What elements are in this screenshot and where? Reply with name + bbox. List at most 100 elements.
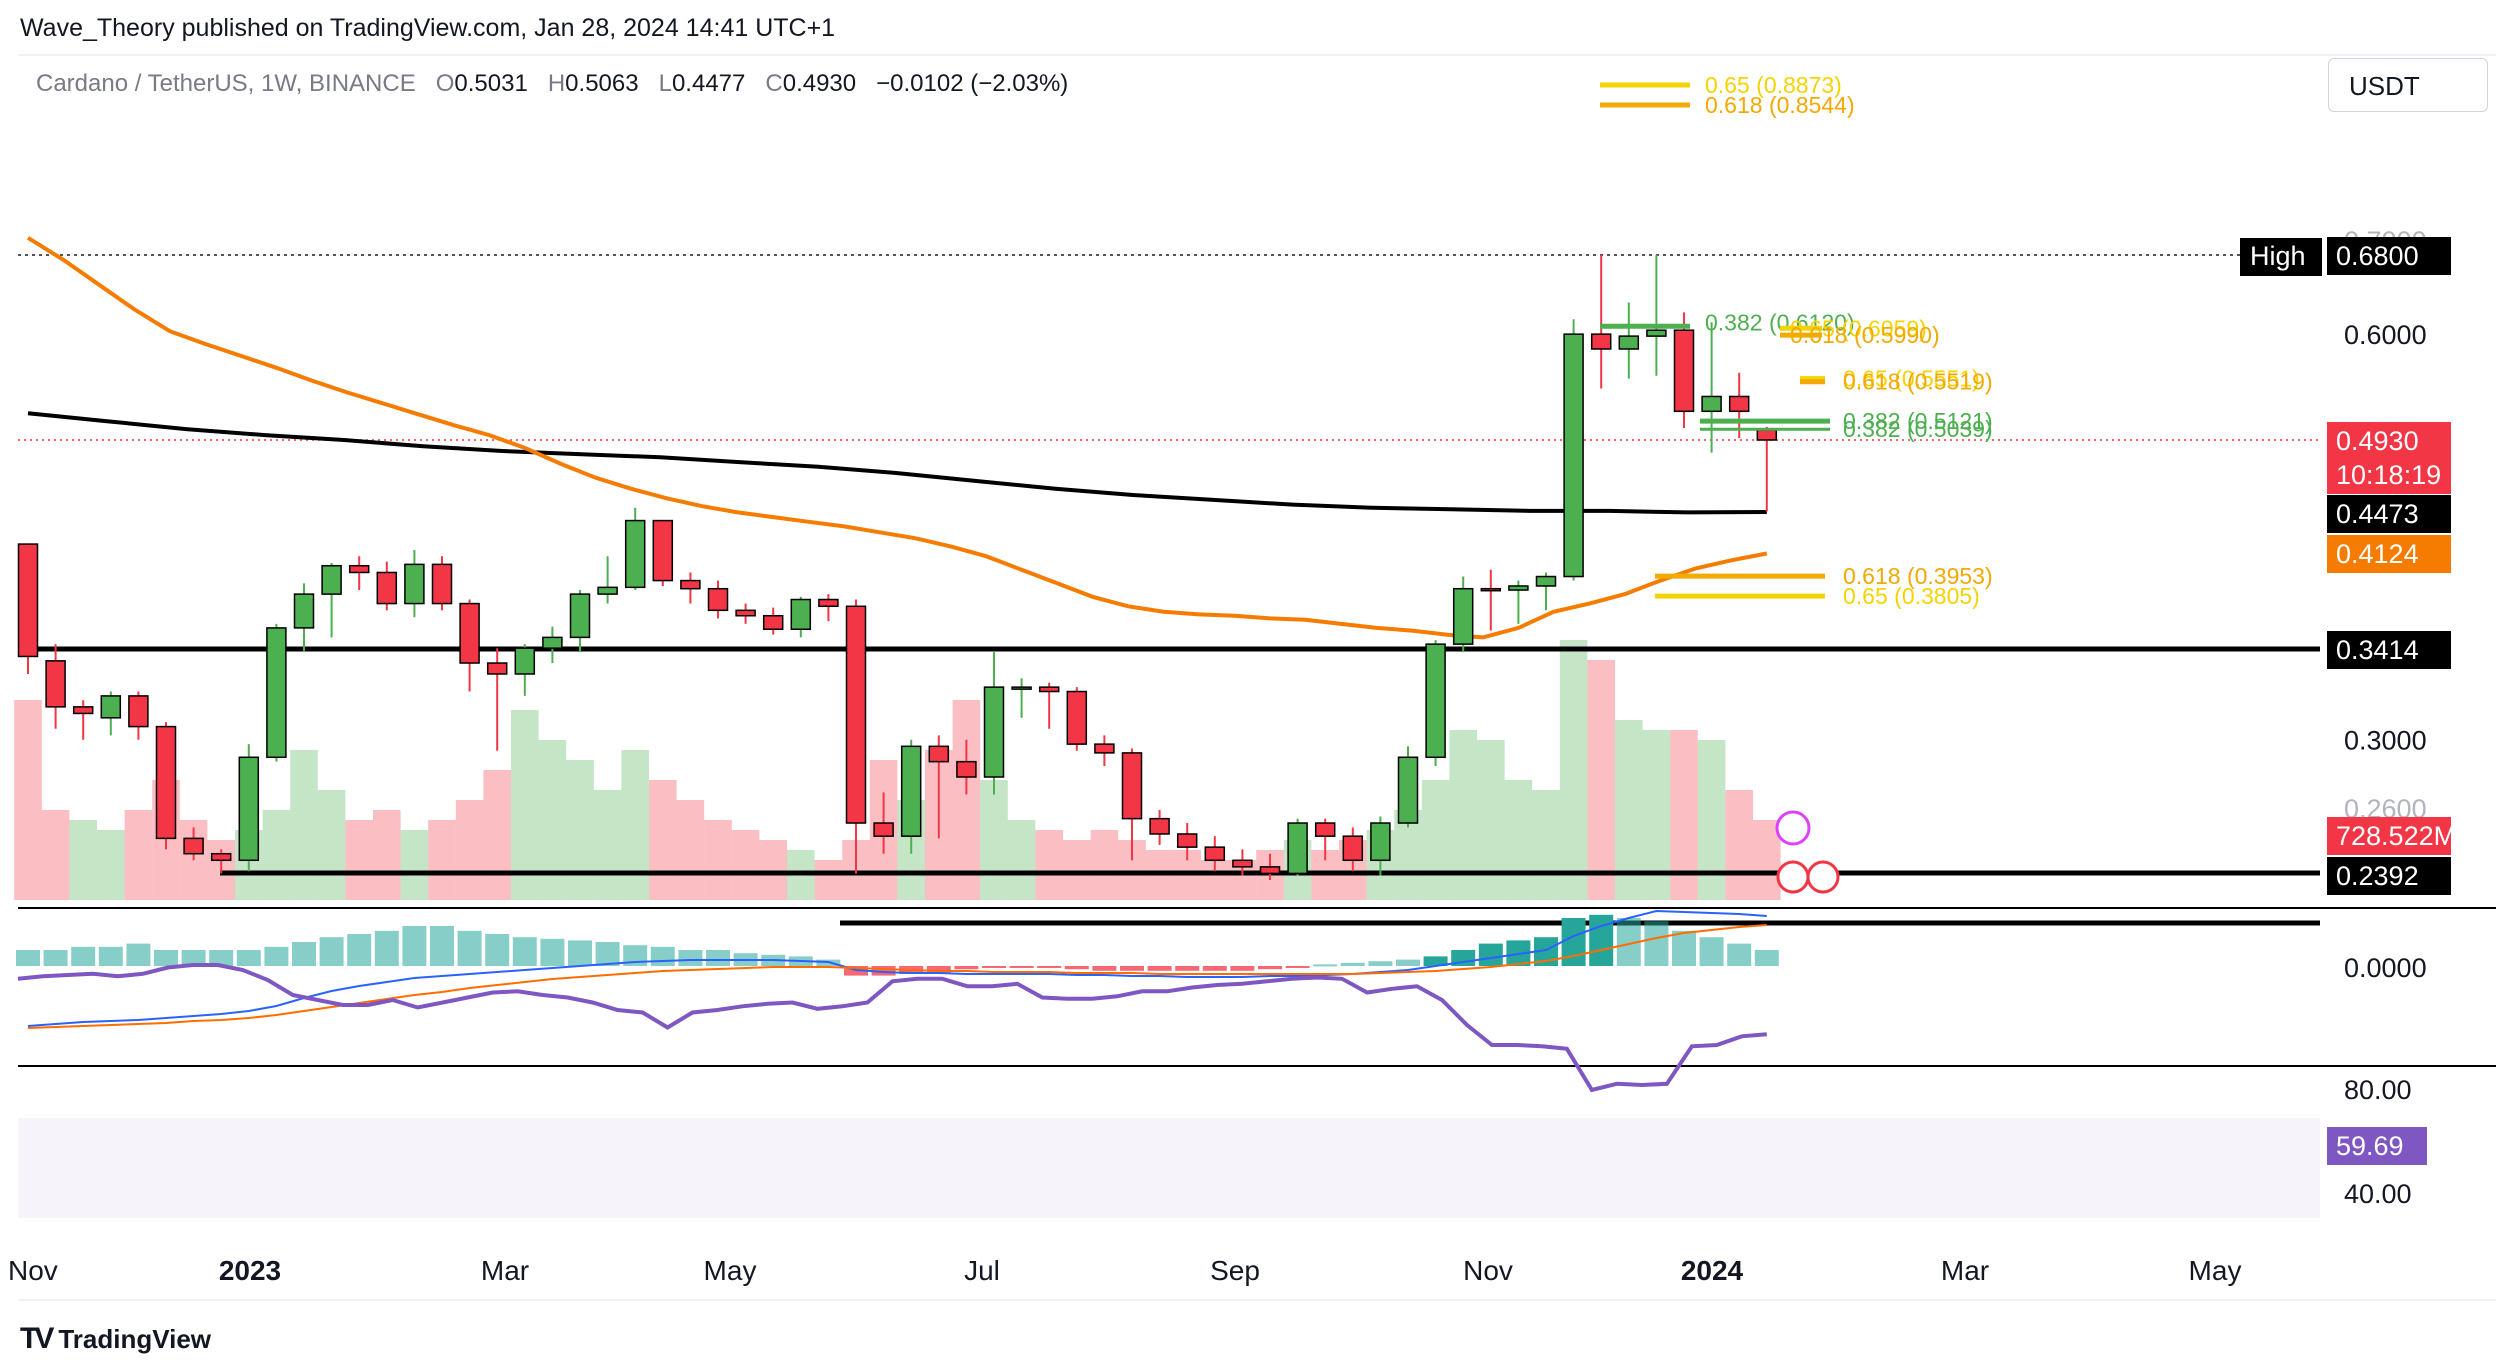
fib-level-label: 0.65 (0.5551) — [1843, 366, 1980, 392]
x-tick-label: Nov — [1463, 1255, 1513, 1286]
countdown-label: 10:18:19 — [2336, 460, 2441, 490]
x-tick-label: Mar — [481, 1255, 529, 1286]
macd-histogram-bar — [71, 946, 96, 966]
macd-histogram-bar — [1423, 956, 1448, 966]
rsi-band — [18, 1118, 2320, 1218]
macd-histogram-bar — [871, 966, 896, 976]
candle-body — [17, 543, 39, 658]
macd-histogram-bar — [1754, 950, 1779, 966]
last-price-label: 0.4930 — [2336, 426, 2419, 456]
candle-body — [1535, 575, 1557, 587]
macd-histogram-bar — [595, 942, 620, 966]
support-low-price-label-bg — [2327, 857, 2451, 895]
last-price-badge-bg — [2327, 422, 2451, 494]
lightning-event-icon — [1775, 810, 1811, 846]
volume-bar — [511, 710, 539, 900]
support-price-label: 0.3414 — [2336, 635, 2419, 665]
volume-bar — [593, 790, 622, 900]
candle-body — [1204, 846, 1226, 862]
high-price-label: 0.6800 — [2336, 241, 2419, 271]
x-tick-label: Sep — [1210, 1255, 1260, 1286]
macd-histogram-bar — [181, 950, 206, 966]
candle-body — [459, 602, 480, 664]
x-tick-label: 2023 — [219, 1255, 281, 1286]
volume-bar — [704, 820, 732, 900]
macd-histogram-bar — [16, 950, 40, 966]
volume-bar — [621, 750, 649, 900]
rsi-value-badge-bg — [2327, 1127, 2427, 1165]
high-value: 0.5063 — [565, 70, 639, 97]
macd-histogram-bar — [1092, 966, 1117, 971]
candle-body — [790, 598, 812, 631]
candle-body — [183, 837, 204, 855]
candle-body — [376, 571, 398, 605]
currency-selector[interactable]: USDT — [2328, 58, 2488, 112]
macd-histogram-bar — [678, 950, 703, 966]
candle-body — [1094, 743, 1115, 754]
macd-histogram-bar — [98, 946, 123, 966]
candle-body — [486, 662, 508, 675]
macd-histogram-bar — [512, 937, 537, 966]
volume-bar — [262, 810, 291, 900]
x-tick-label: 2024 — [1681, 1255, 1744, 1286]
candle-body — [1590, 333, 1612, 350]
volume-bar — [290, 750, 318, 900]
volume-bar — [566, 760, 594, 900]
macd-histogram-bar — [154, 950, 178, 966]
fib-level-label: 0.618 (0.8544) — [1705, 92, 1855, 118]
candle-body — [900, 745, 922, 837]
macd-histogram-bar — [540, 938, 565, 966]
open-key: O — [435, 70, 455, 97]
tradingview-footer: TV TradingView — [20, 1322, 211, 1356]
volume-bar — [1007, 820, 1036, 900]
candle-body — [431, 563, 453, 605]
candle-body — [1011, 686, 1032, 690]
volume-bar — [69, 820, 97, 900]
sma-line — [27, 411, 1767, 515]
macd-histogram-bar — [1727, 943, 1752, 966]
candle-body — [762, 614, 784, 631]
volume-bar — [759, 840, 787, 900]
candle-body — [1314, 822, 1336, 837]
candle-body — [983, 686, 1005, 778]
macd-signal-line — [27, 924, 1767, 1029]
macd-histogram-bar — [1230, 966, 1255, 971]
close-key: C — [765, 70, 783, 97]
candle-body — [128, 695, 149, 728]
candle-body — [1370, 822, 1391, 862]
volume-bar — [980, 780, 1008, 900]
volume-bar — [483, 770, 511, 900]
macd-histogram-bar — [319, 937, 344, 966]
volume-bar — [538, 740, 567, 900]
fib-level-label: 0.382 (0.5039) — [1843, 416, 1993, 442]
macd-histogram-bar — [1147, 966, 1172, 971]
volume-value-label-bg — [2327, 817, 2451, 855]
macd-histogram-bar — [347, 934, 372, 966]
candle-body — [404, 563, 425, 605]
volume-bar — [1090, 830, 1119, 900]
rsi-line — [17, 963, 1767, 1093]
high-price-label-bg — [2327, 237, 2451, 275]
macd-histogram-bar — [1368, 961, 1393, 966]
macd-histogram-bar — [568, 940, 592, 966]
volume-bar — [1559, 640, 1588, 900]
volume-bar — [400, 830, 429, 900]
candle-body — [1508, 585, 1529, 591]
candle-body — [1673, 329, 1695, 413]
volume-bar — [1063, 840, 1091, 900]
candle-body — [818, 598, 839, 608]
volume-bar — [373, 810, 401, 900]
candle-body — [514, 647, 536, 675]
ema-price-label-bg — [2327, 535, 2451, 573]
macd-histogram-bar — [430, 926, 454, 966]
volume-bar — [41, 810, 70, 900]
candle-body — [1397, 756, 1419, 824]
macd-histogram-bar — [43, 950, 68, 966]
candle-body — [1646, 329, 1667, 337]
high-key: H — [547, 70, 566, 97]
macd-histogram-bar — [954, 966, 979, 970]
fib-level-label: 0.65 (0.8873) — [1705, 72, 1842, 98]
macd-histogram-bar — [1589, 914, 1614, 966]
candle-body — [1425, 643, 1446, 759]
